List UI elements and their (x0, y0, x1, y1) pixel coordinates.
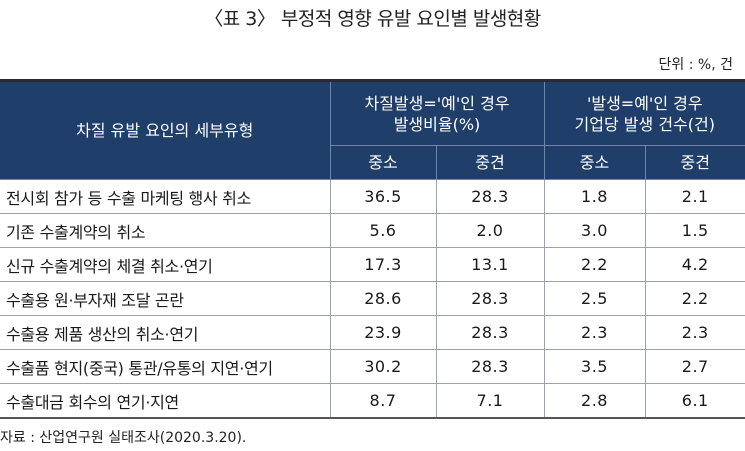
row-label: 수출용 원·부자재 조달 곤란 (0, 281, 330, 316)
table-title: 〈표 3〉 부정적 영향 유발 요인별 발생현황 (204, 8, 541, 30)
source-note: 자료 : 산업연구원 실태조사(2020.3.20). (0, 430, 247, 446)
cell-value: 17.3 (329, 247, 436, 282)
table-row: 수출품 현지(중국) 통관/유통의 지연·연기 30.2 28.3 3.5 2.… (0, 349, 745, 384)
row-label-header: 차질 유발 요인의 세부유형 (0, 80, 330, 180)
table-row: 전시회 참가 등 수출 마케팅 행사 취소 36.5 28.3 1.8 2.1 (0, 179, 745, 214)
row-label: 수출품 현지(중국) 통관/유통의 지연·연기 (0, 349, 330, 384)
cell-value: 5.6 (329, 213, 436, 248)
cell-value: 36.5 (329, 179, 436, 214)
table-row: 수출대금 회수의 연기·지연 8.7 7.1 2.8 6.1 (0, 383, 745, 419)
cell-value: 1.8 (543, 179, 645, 214)
group-header-count: '발생=예'인 경우 기업당 발생 건수(건) (543, 80, 745, 146)
cell-value: 2.1 (644, 179, 745, 214)
cell-value: 13.1 (435, 247, 544, 282)
row-label: 신규 수출계약의 체결 취소·연기 (0, 247, 330, 282)
cell-value: 2.3 (644, 315, 745, 350)
sub-header-sme-count: 중소 (543, 145, 645, 180)
cell-value: 28.3 (435, 281, 544, 316)
cell-value: 3.5 (543, 349, 645, 384)
row-label: 기존 수출계약의 취소 (0, 213, 330, 248)
cell-value: 2.2 (644, 281, 745, 316)
cell-value: 6.1 (644, 383, 745, 419)
cell-value: 8.7 (329, 383, 436, 419)
cell-value: 28.6 (329, 281, 436, 316)
cell-value: 2.8 (543, 383, 645, 419)
table-row: 수출용 제품 생산의 취소·연기 23.9 28.3 2.3 2.3 (0, 315, 745, 350)
cell-value: 2.5 (543, 281, 645, 316)
cell-value: 30.2 (329, 349, 436, 384)
group-header-rate: 차질발생='예'인 경우 발생비율(%) (329, 80, 544, 146)
cell-value: 2.0 (435, 213, 544, 248)
table-row: 수출용 원·부자재 조달 곤란 28.6 28.3 2.5 2.2 (0, 281, 745, 316)
cell-value: 28.3 (435, 179, 544, 214)
data-table: 차질 유발 요인의 세부유형 차질발생='예'인 경우 발생비율(%) '발생=… (0, 79, 745, 419)
table-row: 기존 수출계약의 취소 5.6 2.0 3.0 1.5 (0, 213, 745, 248)
sub-header-sme-rate: 중소 (329, 145, 436, 180)
cell-value: 4.2 (644, 247, 745, 282)
cell-value: 2.2 (543, 247, 645, 282)
cell-value: 2.3 (543, 315, 645, 350)
unit-note: 단위 : %, 건 (658, 57, 733, 73)
cell-value: 2.7 (644, 349, 745, 384)
row-label: 수출용 제품 생산의 취소·연기 (0, 315, 330, 350)
cell-value: 28.3 (435, 349, 544, 384)
cell-value: 3.0 (543, 213, 645, 248)
cell-value: 28.3 (435, 315, 544, 350)
row-label: 전시회 참가 등 수출 마케팅 행사 취소 (0, 179, 330, 214)
table-row: 신규 수출계약의 체결 취소·연기 17.3 13.1 2.2 4.2 (0, 247, 745, 282)
cell-value: 1.5 (644, 213, 745, 248)
row-label: 수출대금 회수의 연기·지연 (0, 383, 330, 419)
cell-value: 7.1 (435, 383, 544, 419)
sub-header-mid-count: 중견 (644, 145, 745, 180)
cell-value: 23.9 (329, 315, 436, 350)
sub-header-mid-rate: 중견 (435, 145, 544, 180)
